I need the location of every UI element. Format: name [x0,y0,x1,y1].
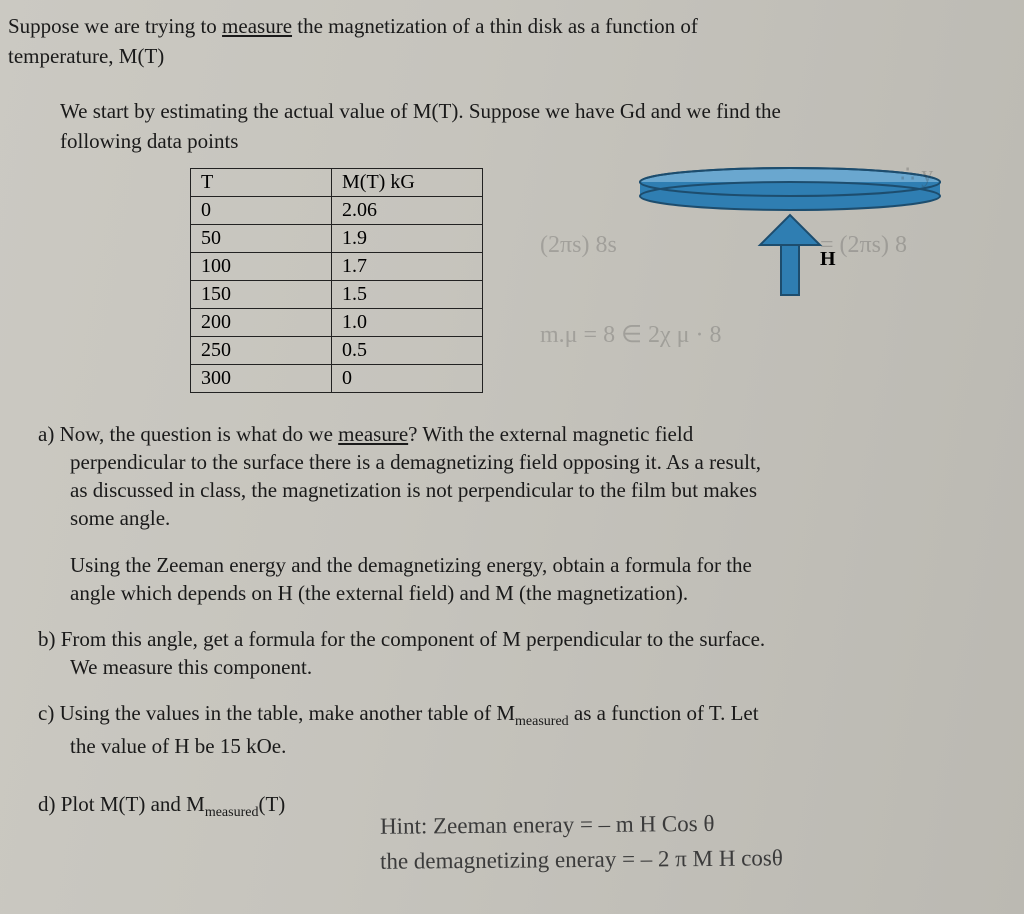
table-row: 1501.5 [191,281,483,309]
table-row: 02.06 [191,197,483,225]
c-sub: measured [515,714,569,729]
cell-T: 50 [191,225,332,253]
col-header-T: T [191,169,332,197]
hint-line-1: Hint: Zeeman eneray = – m H Cos θ [380,807,1020,841]
title-part-2: the magnetization of a thin disk as a fu… [292,14,698,38]
d-l1a: d) Plot M(T) and M [38,792,205,816]
cell-T: 200 [191,309,332,337]
cell-T: 150 [191,281,332,309]
faint-mark: ∴ y [900,160,933,189]
cell-M: 1.7 [332,253,483,281]
b-l1: b) From this angle, get a formula for th… [38,627,765,651]
body: a) Now, the question is what do we measu… [38,420,1006,831]
a-lead2: ? With the external magnetic field [408,422,693,446]
a-l4: some angle. [70,506,170,530]
cell-M: 0.5 [332,337,483,365]
a-underlined: measure [338,422,408,446]
part-c: c) Using the values in the table, make a… [38,699,1006,760]
table-row: 300 0 [191,365,483,393]
a-l2: perpendicular to the surface there is a … [70,450,761,474]
table-row: 1001.7 [191,253,483,281]
a-l3: as discussed in class, the magnetization… [70,478,757,502]
title-part-1: Suppose we are trying to [8,14,222,38]
a2-l2: angle which depends on H (the external f… [70,581,688,605]
intro-line-1: We start by estimating the actual value … [60,97,1012,125]
cell-T: 300 [191,365,332,393]
table-row: 250 0.5 [191,337,483,365]
a2-l1: Using the Zeeman energy and the demagnet… [70,553,752,577]
c-l2: the value of H be 15 kOe. [70,734,286,758]
table-row: 2001.0 [191,309,483,337]
table-row: 501.9 [191,225,483,253]
c-l1b: as a function of T. Let [569,701,759,725]
title-underlined: measure [222,14,292,38]
cell-M: 1.5 [332,281,483,309]
cell-M: 2.06 [332,197,483,225]
cell-M: 1.0 [332,309,483,337]
data-table: T M(T) kG 02.06 501.9 1001.7 1501.5 2001… [190,168,483,393]
faint-mark: = (2πs) 8 [820,232,907,259]
a-lead: a) Now, the question is what do we [38,422,338,446]
d-l1b: (T) [258,792,285,816]
cell-M: 0 [332,365,483,393]
faint-mark: (2πs) 8s [540,232,617,259]
field-arrow [760,215,820,295]
cell-M: 1.9 [332,225,483,253]
table-header-row: T M(T) kG [191,169,483,197]
title-line-1: Suppose we are trying to measure the mag… [8,12,1012,40]
c-l1: c) Using the values in the table, make a… [38,701,515,725]
cell-T: 250 [191,337,332,365]
title-line-2: temperature, M(T) [8,42,1012,70]
part-a-p2: Using the Zeeman energy and the demagnet… [70,551,1006,607]
cell-T: 100 [191,253,332,281]
faint-mark: m.μ = 8 ∈ 2χ μ · 8 [540,320,722,349]
handwritten-hint: Hint: Zeeman eneray = – m H Cos θ the de… [380,810,1020,874]
part-a-p1: a) Now, the question is what do we measu… [38,420,1006,533]
intro-line-2: following data points [60,127,1012,155]
cell-T: 0 [191,197,332,225]
hint-line-2: the demagnetizing eneray = – 2 π M H cos… [380,842,1020,876]
problem-page: Suppose we are trying to measure the mag… [0,0,1024,914]
col-header-M: M(T) kG [332,169,483,197]
data-table-wrap: T M(T) kG 02.06 501.9 1001.7 1501.5 2001… [190,168,483,393]
d-sub: measured [205,805,259,820]
part-b: b) From this angle, get a formula for th… [38,625,1006,681]
b-l2: We measure this component. [70,655,312,679]
